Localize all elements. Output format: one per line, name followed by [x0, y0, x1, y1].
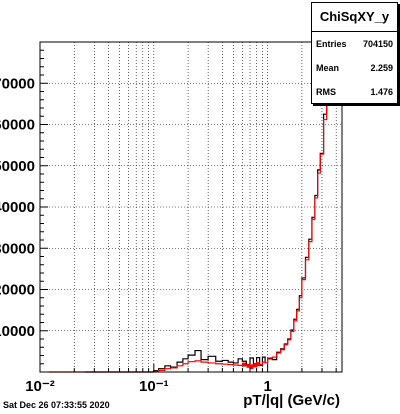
y-tick-label: 60000 — [0, 117, 35, 134]
data-point-marker — [255, 362, 260, 367]
stats-rms-value: 1.476 — [370, 87, 393, 97]
x-tick-label: 10⁻² — [25, 378, 55, 395]
y-tick-label: 50000 — [0, 158, 35, 175]
stats-box: ChiSqXY_y Entries 704150 Mean 2.259 RMS … — [311, 2, 398, 104]
timestamp: Sat Dec 26 07:33:55 2020 — [3, 400, 110, 410]
grid-layer — [40, 42, 342, 372]
data-point-marker — [253, 363, 258, 368]
stats-row-mean: Mean 2.259 — [312, 56, 397, 80]
stats-entries-label: Entries — [316, 39, 347, 49]
stats-mean-value: 2.259 — [370, 63, 393, 73]
stats-rms-label: RMS — [316, 87, 336, 97]
histogram-series-1 — [49, 41, 342, 373]
x-axis-label: pT/|q| (GeV/c) — [243, 392, 340, 409]
x-tick-label: 10⁻¹ — [139, 378, 169, 395]
data-point-marker — [242, 362, 247, 367]
x-tick-label: 1 — [263, 378, 271, 395]
stats-row-entries: Entries 704150 — [312, 32, 397, 56]
y-tick-label: 20000 — [0, 282, 35, 299]
stats-entries-value: 704150 — [362, 39, 393, 49]
data-point-marker — [246, 363, 251, 368]
y-tick-label: 40000 — [0, 199, 35, 216]
y-tick-label: 70000 — [0, 75, 35, 92]
data-point-marker — [249, 365, 254, 370]
stats-row-rms: RMS 1.476 — [312, 80, 397, 104]
stats-title: ChiSqXY_y — [312, 3, 397, 32]
stats-mean-label: Mean — [316, 63, 340, 73]
histogram-series-0 — [85, 41, 342, 373]
y-tick-label: 30000 — [0, 240, 35, 257]
series-layer — [49, 41, 342, 373]
